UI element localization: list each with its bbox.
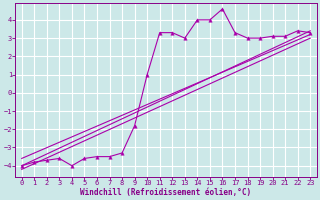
X-axis label: Windchill (Refroidissement éolien,°C): Windchill (Refroidissement éolien,°C) [80, 188, 252, 197]
